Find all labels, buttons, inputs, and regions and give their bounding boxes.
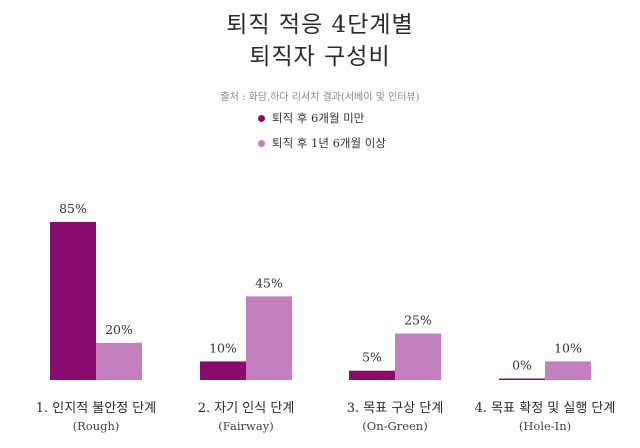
chart-title-line2: 퇴직자 구성비 [249, 44, 391, 70]
category-sublabel-4: (Hole-In) [519, 419, 571, 433]
data-label-series-2-cat-2: 45% [255, 275, 283, 290]
category-label-4: 4. 목표 확정 및 실행 단계 [475, 400, 616, 416]
category-label-2: 2. 자기 인식 단계 [198, 401, 295, 416]
chart-title-line1: 퇴직 적응 4단계별 [226, 12, 414, 38]
bar-series-1-cat-3 [349, 370, 395, 380]
bar-series-1-cat-1 [50, 222, 96, 380]
legend-swatch-series-1 [258, 114, 265, 122]
category-sublabel-3: (On-Green) [362, 419, 427, 433]
category-label-3: 3. 목표 구상 단계 [347, 401, 444, 416]
data-label-series-2-cat-1: 20% [105, 322, 133, 337]
legend-item-series-2: 퇴직 후 1년 6개월 이상 [258, 135, 386, 151]
legend-label-series-2: 퇴직 후 1년 6개월 이상 [272, 136, 386, 150]
category-label-1: 1. 인지적 불안정 단계 [36, 401, 156, 416]
bar-series-2-cat-1 [96, 342, 142, 380]
bar-series-2-cat-4 [545, 361, 591, 380]
chart-source: 출처 : 화담,하다 리서치 결과(서베이 및 인터뷰) [220, 92, 420, 103]
bar-series-2-cat-3 [395, 333, 441, 380]
data-label-series-2-cat-3: 25% [404, 313, 432, 328]
data-label-series-1-cat-2: 10% [209, 340, 237, 355]
data-label-series-1-cat-1: 85% [59, 201, 87, 216]
legend-item-series-1: 퇴직 후 6개월 미만 [258, 110, 364, 126]
data-label-series-1-cat-4: 0% [512, 358, 532, 373]
category-sublabel-2: (Fairway) [218, 419, 273, 433]
legend-swatch-series-2 [258, 139, 265, 147]
data-label-series-2-cat-4: 10% [554, 340, 582, 355]
legend-label-series-1: 퇴직 후 6개월 미만 [272, 111, 365, 125]
bar-series-1-cat-4 [499, 378, 545, 380]
category-sublabel-1: (Rough) [73, 419, 120, 433]
data-label-series-1-cat-3: 5% [362, 350, 382, 365]
bar-series-2-cat-2 [246, 296, 292, 380]
bar-series-1-cat-2 [200, 361, 246, 380]
